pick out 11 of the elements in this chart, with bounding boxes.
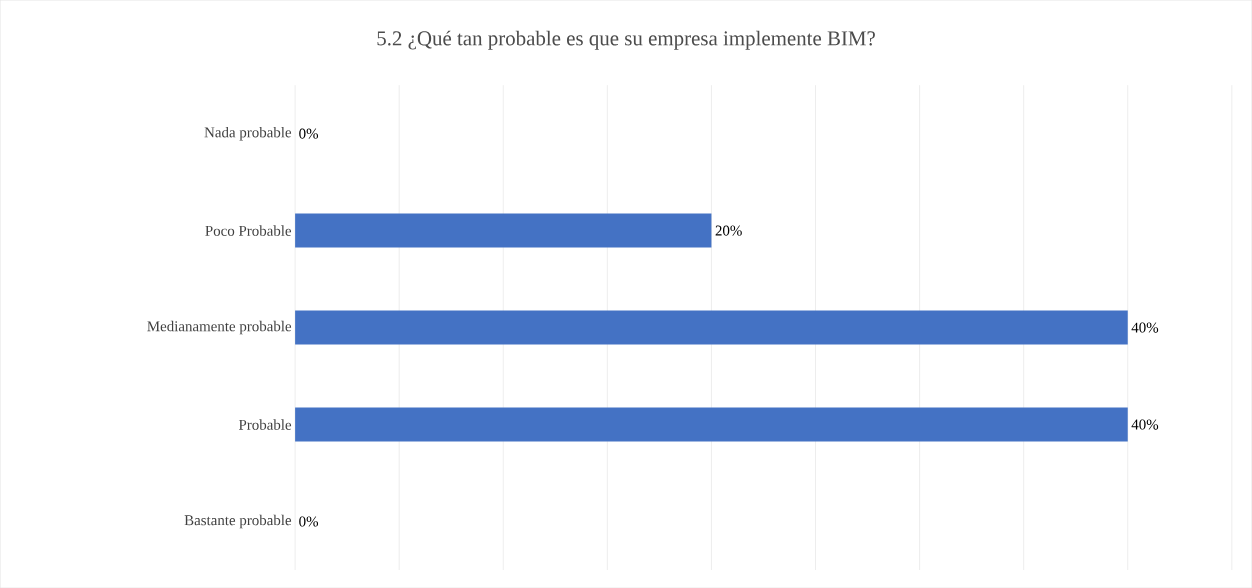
data-label: 0% — [299, 516, 319, 527]
y-tick-label: Nada probable — [204, 126, 292, 141]
y-tick-label: Poco Probable — [205, 225, 292, 236]
data-label: 0% — [299, 128, 319, 139]
chart-title: 5.2 ¿Qué tan probable es que su empresa implemente BIM? — [377, 30, 875, 50]
y-tick-label: Medianamente probable — [147, 320, 292, 335]
data-label: 20% — [715, 225, 742, 236]
data-label: 40% — [1131, 419, 1159, 430]
y-tick-label: Probable — [238, 419, 292, 430]
y-tick-label: Bastante probable — [184, 514, 292, 529]
data-label: 40% — [1131, 322, 1159, 333]
